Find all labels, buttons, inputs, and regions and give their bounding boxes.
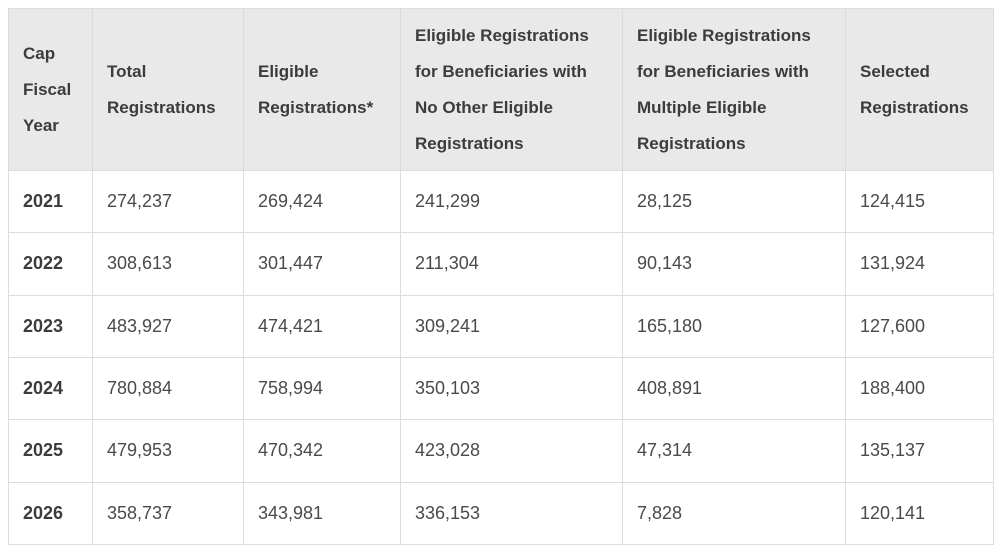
table-row-2024: 2024 780,884 758,994 350,103 408,891 188,400 [8,356,994,421]
table-cell-total-registrations: 483,927 [92,294,244,358]
table-cell-eligible-no-other-registrations: 211,304 [400,232,623,296]
table-cell-eligible-multiple-registrations: 165,180 [622,294,846,358]
table-cell-eligible-registrations: 758,994 [243,356,401,421]
column-header-eligible-multiple-registrations: Eligible Registrations for Beneficiaries… [622,8,846,171]
row-header-year: 2026 [8,481,93,546]
table-cell-eligible-multiple-registrations: 408,891 [622,356,846,421]
column-header-eligible-registrations: Eligible Registrations* [243,8,401,171]
table-cell-total-registrations: 358,737 [92,481,244,546]
table-cell-total-registrations: 780,884 [92,356,244,421]
column-header-selected-registrations: Selected Registrations [845,8,994,171]
table-row-2026: 2026 358,737 343,981 336,153 7,828 120,141 [8,481,994,546]
table-cell-selected-registrations: 135,137 [845,419,994,483]
table-cell-eligible-multiple-registrations: 28,125 [622,169,846,234]
row-header-year: 2022 [8,232,93,296]
row-header-year: 2021 [8,169,93,234]
table-cell-selected-registrations: 120,141 [845,481,994,546]
row-header-year: 2023 [8,294,93,358]
column-header-total-registrations: Total Registrations [92,8,244,171]
row-header-year: 2024 [8,356,93,421]
row-header-year: 2025 [8,419,93,483]
table-cell-eligible-no-other-registrations: 336,153 [400,481,623,546]
table-cell-eligible-no-other-registrations: 350,103 [400,356,623,421]
table-cell-eligible-registrations: 269,424 [243,169,401,234]
table-cell-total-registrations: 308,613 [92,232,244,296]
table-row-2025: 2025 479,953 470,342 423,028 47,314 135,137 [8,419,994,483]
table-cell-selected-registrations: 188,400 [845,356,994,421]
table-cell-eligible-multiple-registrations: 47,314 [622,419,846,483]
table-cell-total-registrations: 274,237 [92,169,244,234]
table-cell-eligible-registrations: 474,421 [243,294,401,358]
table-cell-eligible-no-other-registrations: 241,299 [400,169,623,234]
column-header-cap-fiscal-year: Cap Fiscal Year [8,8,93,171]
table-cell-eligible-multiple-registrations: 7,828 [622,481,846,546]
table-cell-eligible-registrations: 301,447 [243,232,401,296]
table-cell-eligible-registrations: 343,981 [243,481,401,546]
table-cell-eligible-no-other-registrations: 309,241 [400,294,623,358]
column-header-eligible-no-other-registrations: Eligible Registrations for Beneficiaries… [400,8,623,171]
table-cell-selected-registrations: 127,600 [845,294,994,358]
table-cell-eligible-no-other-registrations: 423,028 [400,419,623,483]
table-cell-selected-registrations: 131,924 [845,232,994,296]
table-row-2022: 2022 308,613 301,447 211,304 90,143 131,924 [8,232,994,296]
table-cell-eligible-registrations: 470,342 [243,419,401,483]
table-row-2023: 2023 483,927 474,421 309,241 165,180 127,600 [8,294,994,358]
table-cell-eligible-multiple-registrations: 90,143 [622,232,846,296]
table-cell-selected-registrations: 124,415 [845,169,994,234]
header-row: Cap Fiscal Year Total Registrations Eligib… [8,8,994,171]
table-cell-total-registrations: 479,953 [92,419,244,483]
table-row-2021: 2021 274,237 269,424 241,299 28,125 124,415 [8,169,994,234]
cap-registrations-table: Cap Fiscal Year Total Registrations Eligib… [8,8,994,546]
